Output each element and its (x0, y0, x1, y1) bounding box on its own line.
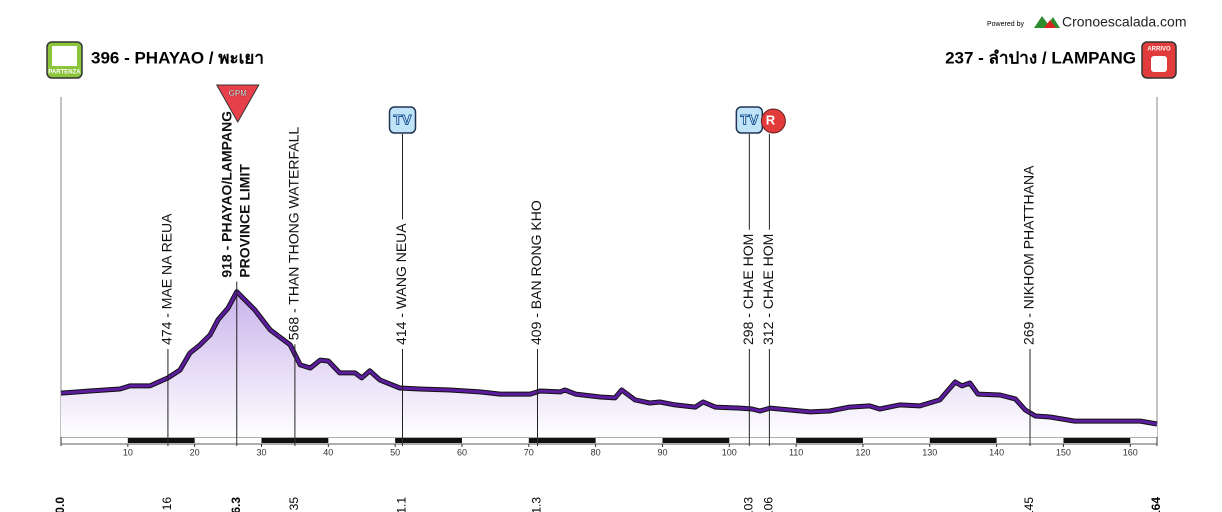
x-tick-label: 80 (591, 447, 601, 457)
r-icon (760, 108, 786, 134)
x-tick-label: 160 (1123, 447, 1138, 457)
plot: 10 20 30 40 50 60 70 80 90 100 110 120 130 140 150 160 0… (53, 84, 1163, 512)
km-label: 106 (762, 497, 776, 512)
km-label: 71.3 (530, 497, 544, 512)
x-tick-label: 90 (657, 447, 667, 457)
start-icon-inner (52, 46, 77, 66)
km-block (395, 438, 462, 443)
x-tick-label: 110 (789, 447, 803, 457)
x-tick-label: 20 (190, 447, 200, 457)
x-tick-label: 60 (457, 447, 467, 457)
x-tick-label: 40 (323, 447, 333, 457)
km-label: 0.0 (53, 497, 67, 512)
r-icon-text: R (766, 112, 776, 127)
km-block (929, 438, 997, 443)
waypoint-label: 312 - CHAE HOM (760, 234, 776, 345)
start-title: 396 - PHAYAO / พะเยา (91, 48, 264, 67)
waypoint-label: 918 - PHAYAO/LAMPANG (218, 111, 234, 278)
finish-icon-text: ARRIVO (1147, 47, 1171, 53)
km-block (796, 438, 863, 443)
waypoint-label: PROVINCE LIMIT (236, 164, 252, 278)
tv-icon-text: TV (394, 112, 413, 128)
finish-title: 237 - ลำปาง / LAMPANG (945, 48, 1136, 67)
x-tick-label: 140 (989, 447, 1004, 457)
gpm-icon (215, 84, 260, 124)
x-tick-label: 30 (256, 447, 266, 457)
tv-icon (388, 106, 417, 134)
x-tick-label: 150 (1056, 447, 1071, 457)
km-label: 35 (287, 497, 301, 511)
km-label: 51.1 (395, 497, 409, 512)
profile-line (60, 290, 1158, 426)
profile-area (61, 291, 1157, 437)
brand-logo-peak (1044, 20, 1056, 28)
km-label: 16 (160, 497, 174, 511)
x-tick-label: 130 (922, 447, 937, 457)
km-block (127, 438, 195, 443)
start-icon-text: PARTENZA (48, 70, 81, 76)
km-block (662, 438, 730, 443)
x-tick-label: 120 (855, 447, 870, 457)
brand: Cronoescalada.com (1062, 14, 1187, 30)
waypoint-label: 298 - CHAE HOM (740, 234, 756, 345)
finish-icon-inner (1151, 56, 1167, 72)
x-tick-label: 10 (123, 447, 133, 457)
waypoint-label: 474 - MAE NA REUA (159, 213, 175, 345)
tv-icon-text: TV (740, 112, 759, 128)
powered-by: Powered by (987, 21, 1024, 28)
x-tick-label: 100 (722, 447, 737, 457)
km-block (1063, 438, 1131, 443)
km-label: 26.3 (229, 497, 243, 512)
km-label: 103 (742, 497, 756, 512)
waypoint-label: 568 - THAN THONG WATERFALL (286, 127, 302, 341)
x-tick-label: 70 (524, 447, 534, 457)
waypoint-label: 269 - NIKHOM PHATTHANA (1021, 165, 1037, 345)
km-label: 145 (1022, 497, 1036, 512)
waypoint-label: 409 - BAN RONG KHO (528, 200, 544, 345)
waypoint-label: 414 - WANG NEUA (393, 223, 409, 345)
x-tick-label: 50 (390, 447, 400, 457)
km-block (528, 438, 596, 443)
km-label: 164 (1149, 497, 1163, 512)
gpm-icon-text: GPM (229, 89, 248, 98)
